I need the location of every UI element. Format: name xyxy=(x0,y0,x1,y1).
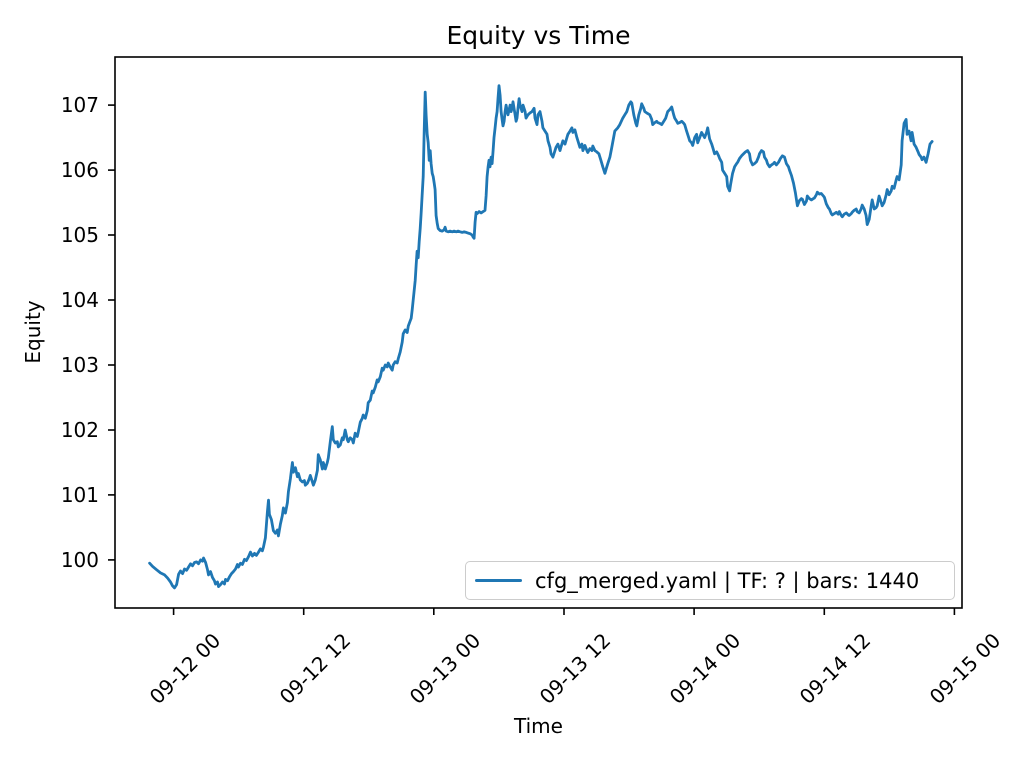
x-axis-label: Time xyxy=(514,714,563,738)
y-tick-label: 100 xyxy=(60,547,99,572)
plot-frame xyxy=(114,56,963,609)
legend: cfg_merged.yaml | TF: ? | bars: 1440 xyxy=(465,561,955,600)
chart-title: Equity vs Time xyxy=(446,21,631,50)
equity-line xyxy=(148,84,934,590)
y-tick-label: 104 xyxy=(60,288,99,312)
y-tick-label: 101 xyxy=(60,482,99,507)
legend-line-sample xyxy=(475,578,522,583)
y-tick-label: 103 xyxy=(60,352,99,377)
y-tick-label: 106 xyxy=(60,158,99,183)
y-tick-label: 107 xyxy=(60,93,99,118)
legend-label: cfg_merged.yaml | TF: ? | bars: 1440 xyxy=(535,568,920,593)
y-tick-label: 102 xyxy=(60,417,99,442)
y-tick-label: 105 xyxy=(60,223,99,248)
